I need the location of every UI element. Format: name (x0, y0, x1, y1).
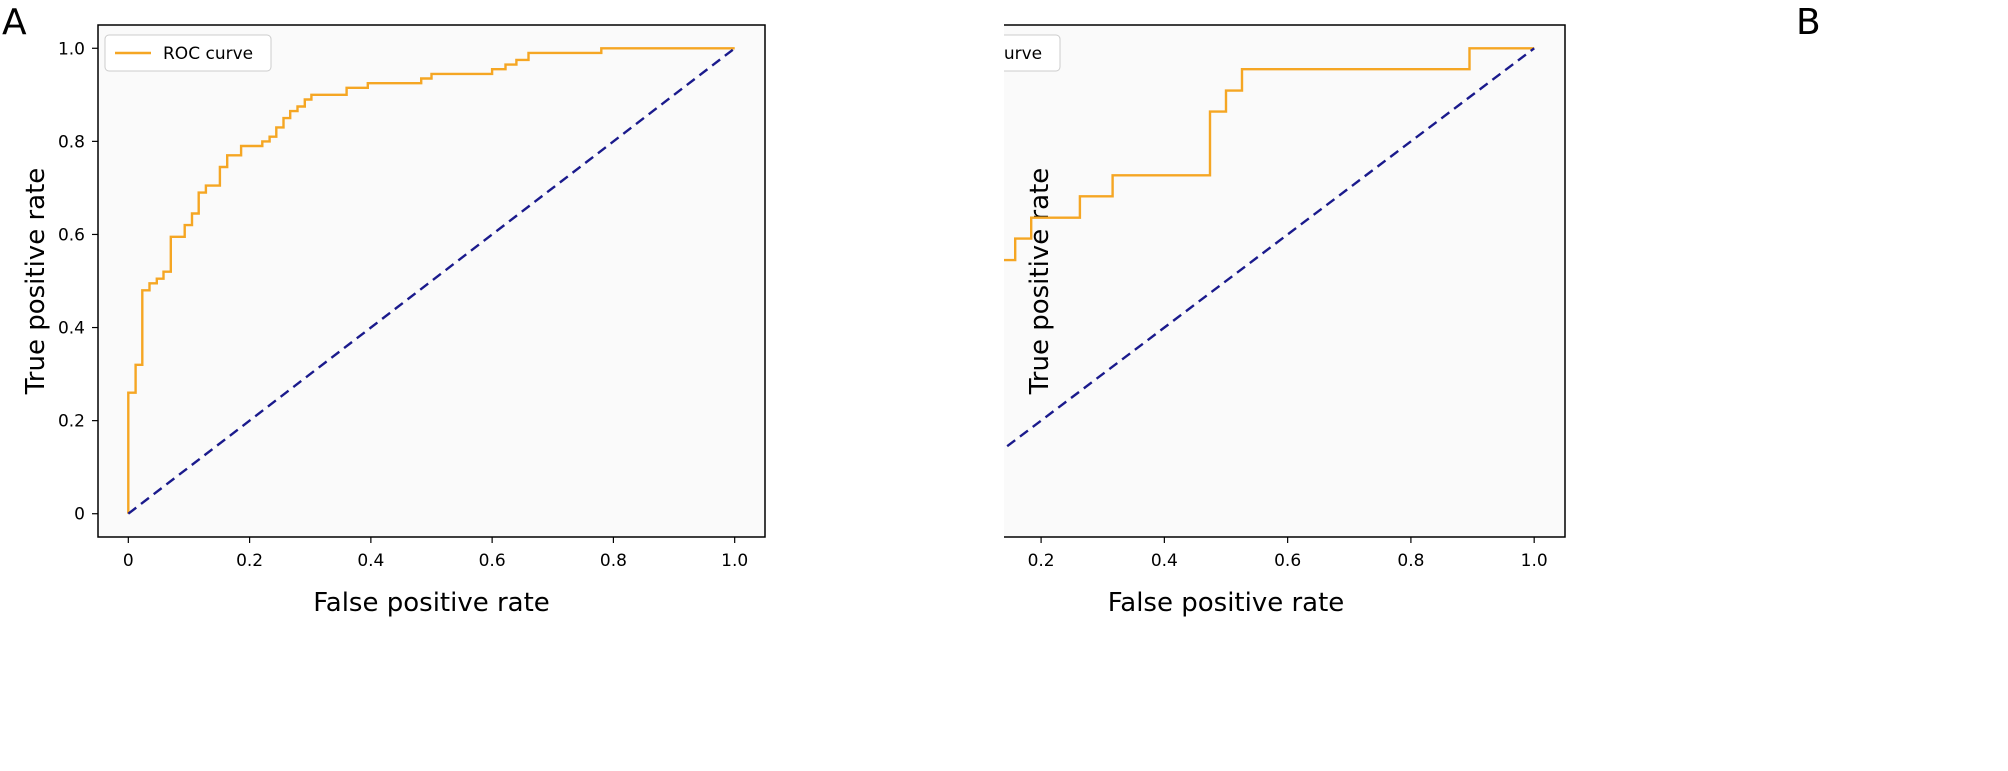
x-tick-label: 0.8 (600, 551, 627, 571)
y-tick-label: 0.8 (58, 132, 85, 152)
x-tick-label: 0.6 (1274, 551, 1301, 571)
x-tick-label: 0.6 (479, 551, 506, 571)
x-tick-label: 0.8 (1397, 551, 1424, 571)
x-tick-label: 0.4 (1151, 551, 1178, 571)
x-tick-label: 1.0 (721, 551, 748, 571)
y-axis-label: True positive rate (1025, 168, 1055, 396)
y-tick-label: 0.6 (58, 225, 85, 245)
y-axis-label: True positive rate (21, 168, 51, 396)
panel-label-a: A (2, 2, 27, 43)
x-tick-label: 0.2 (1028, 551, 1055, 571)
y-tick-label: 0.2 (58, 412, 85, 432)
chart-panel-b: B 00.20.40.60.81.000.20.40.60.81.0False … (847, 0, 2008, 767)
roc-curve-line (127, 47, 735, 514)
roc-chart-a: 0 0.2 0.4 0.6 0.8 1.0 0 0.2 0.4 0.6 0.8 1.0 False po… (21, 24, 766, 618)
x-tick-label: 0.2 (236, 551, 263, 571)
legend-box (104, 34, 272, 72)
x-axis-label: False positive rate (1108, 588, 1345, 618)
diagonal-reference-line (917, 47, 1535, 515)
legend-label: ROC curve (1004, 44, 1042, 64)
plot-area (886, 24, 1566, 538)
x-tick-label: 1.0 (1521, 551, 1548, 571)
y-tick-label: 0.4 (58, 319, 85, 339)
chart-panel-a: A 0 0.2 0.4 0.6 0.8 1.0 0 0.2 0.4 0.6 0.8 1.0 False … (0, 0, 1004, 767)
panel-label-b: B (1796, 2, 1821, 43)
legend-label: ROC curve (163, 44, 253, 64)
y-tick-label: 1.0 (58, 39, 85, 59)
x-axis-label: False positive rate (313, 588, 550, 618)
x-tick-label: 0 (123, 551, 134, 571)
x-tick-label: 0.4 (357, 551, 384, 571)
y-tick-label: 0 (74, 505, 85, 525)
